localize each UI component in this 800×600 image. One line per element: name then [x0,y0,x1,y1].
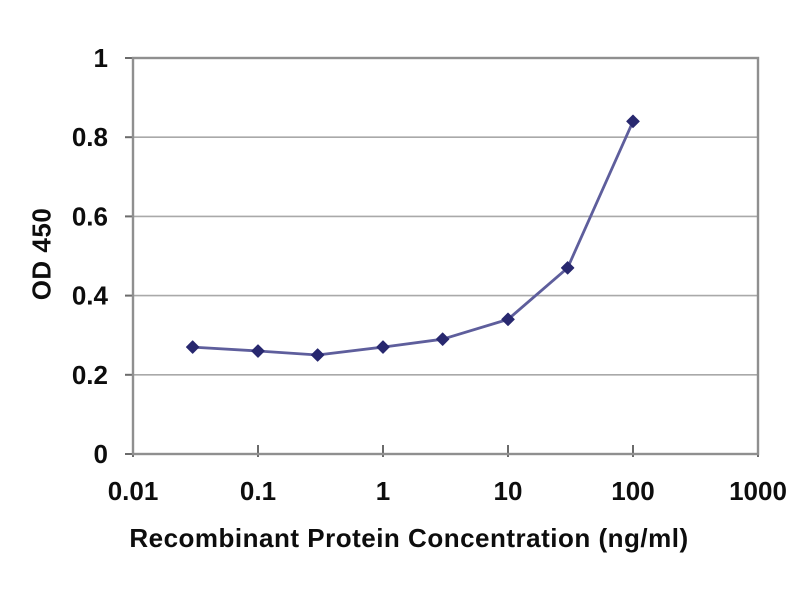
x-tick-label: 0.1 [240,476,276,506]
x-tick-label: 100 [611,476,654,506]
x-tick-label: 0.01 [108,476,159,506]
y-tick-label: 0.2 [72,360,108,390]
y-tick-label: 1 [94,43,108,73]
x-tick-label: 1000 [729,476,787,506]
data-point-marker [560,261,575,275]
data-point-marker [185,340,200,354]
x-tick-label: 1 [376,476,390,506]
x-axis-title: Recombinant Protein Concentration (ng/ml… [129,523,689,553]
plot-border [131,56,760,456]
plot-area [133,58,758,454]
data-point-marker [376,340,390,354]
y-tick-label: 0.4 [72,281,109,311]
series-line [191,120,635,357]
data-point-marker [251,344,265,358]
data-point-marker [310,348,325,362]
y-tick-label: 0.8 [72,122,108,152]
data-point-marker [435,332,450,346]
y-axis-title: OD 450 [26,207,57,301]
data-point-marker [626,114,640,129]
x-tick-label: 10 [494,476,523,506]
y-tick-label: 0.6 [72,201,108,231]
y-tick-label: 0 [94,439,108,469]
data-point-marker [501,312,515,327]
